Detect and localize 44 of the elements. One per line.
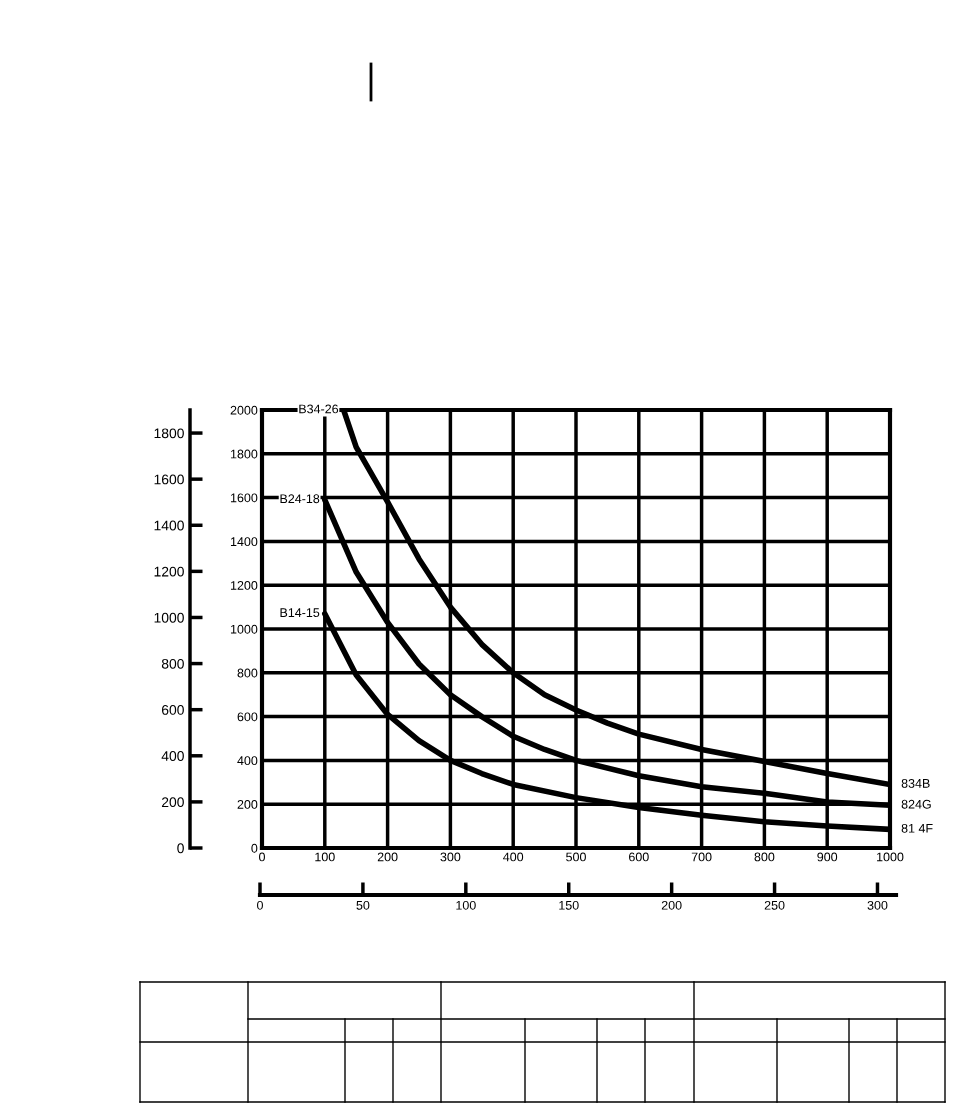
y-tick-label: 600 <box>237 712 258 722</box>
x2-tick-label: 50 <box>356 900 370 910</box>
x-tick-label: 0 <box>259 852 265 862</box>
x-tick-label: 800 <box>754 852 775 862</box>
x2-tick-label: 200 <box>661 900 682 910</box>
y2-tick-label: 0 <box>177 843 184 854</box>
x2-tick-label: 250 <box>764 900 785 910</box>
y2-tick-label: 200 <box>161 797 184 808</box>
y2-tick-label: 1800 <box>154 428 184 439</box>
series-label: B24-18 <box>280 494 320 504</box>
text: 824G <box>901 799 931 809</box>
x-tick-label: 500 <box>566 852 586 862</box>
y2-tick-label: 400 <box>161 751 184 761</box>
x-tick-label: 300 <box>440 852 461 862</box>
y-tick-label: 1000 <box>230 624 258 634</box>
y2-tick-label: 1200 <box>154 566 184 577</box>
y2-tick-label: 1000 <box>154 612 184 623</box>
x2-tick-label: 150 <box>559 900 579 910</box>
x-tick-label: 400 <box>503 852 524 862</box>
y-tick-label: 2000 <box>230 405 258 415</box>
x-tick-label: 1000 <box>877 852 904 862</box>
series-label: B34-26 <box>299 404 339 414</box>
y-tick-label: 1600 <box>230 493 258 503</box>
x-tick-label: 100 <box>315 852 335 862</box>
x-tick-label: 900 <box>817 852 838 862</box>
y-tick-label: 1200 <box>230 581 258 590</box>
y-tick-label: 200 <box>237 800 258 809</box>
x-tick-label: 600 <box>629 852 649 862</box>
text: 81 4F <box>901 823 933 833</box>
y2-tick-label: 800 <box>161 658 184 669</box>
y2-tick-label: 600 <box>161 705 184 715</box>
y-tick-label: 400 <box>237 756 258 766</box>
x-tick-label: 200 <box>377 852 398 862</box>
series-label: B14-15 <box>280 608 320 618</box>
y2-tick-label: 1400 <box>154 520 184 531</box>
text: 834B <box>901 778 930 788</box>
y-tick-label: 1800 <box>230 449 258 459</box>
y-tick-label: 0 <box>251 843 258 853</box>
x2-tick-label: 100 <box>456 900 476 910</box>
x2-tick-label: 300 <box>867 900 888 910</box>
y-tick-label: 800 <box>237 668 258 678</box>
x-tick-label: 700 <box>691 852 712 862</box>
y-tick-label: 1400 <box>230 537 258 547</box>
y2-tick-label: 1600 <box>154 474 184 485</box>
